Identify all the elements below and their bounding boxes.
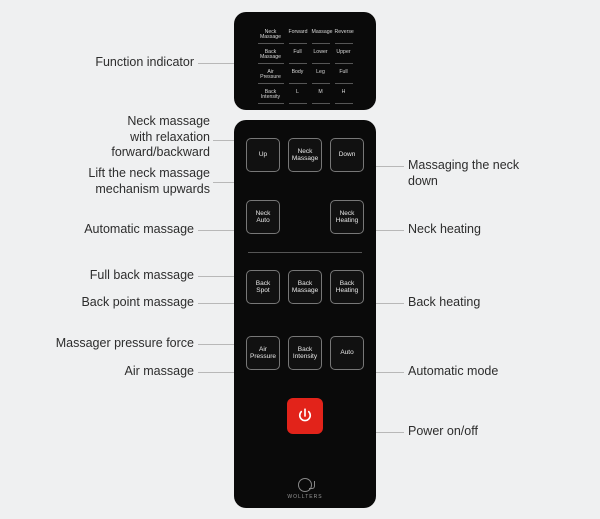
power-row [234,398,376,434]
label-pressure-force: Massager pressure force [14,336,194,352]
label-full-back: Full back massage [54,268,194,284]
label-neck-relax: Neck massage with relaxation forward/bac… [70,114,210,161]
ind-cell: Forward [289,30,307,44]
label-massage-neck-down: Massaging the neck down [408,158,578,189]
label-auto-mode: Automatic mode [408,364,568,380]
ind-cell: Massage [312,30,330,44]
ind-cell: H [335,90,353,104]
label-function-indicator: Function indicator [54,55,194,71]
down-button[interactable]: Down [330,138,364,172]
ind-cell: Air Pressure [258,70,284,84]
neck-auto-button[interactable]: Neck Auto [246,200,280,234]
ind-cell: Full [289,50,307,64]
back-intensity-button[interactable]: Back Intensity [288,336,322,370]
ind-cell: Reverse [335,30,353,44]
ind-cell: Back Intensity [258,90,284,104]
button-row-1: Up Neck Massage Down [234,138,376,172]
power-button[interactable] [287,398,323,434]
brand-logo: WOLLTERS [234,478,376,500]
neck-heating-button[interactable]: Neck Heating [330,200,364,234]
divider [248,252,362,253]
indicator-grid: Neck Massage Forward Massage Reverse Bac… [258,30,352,104]
ind-cell: Full [335,70,353,84]
ind-cell: L [289,90,307,104]
main-panel: Up Neck Massage Down Neck Auto Neck Heat… [234,120,376,508]
ind-cell: Upper [335,50,353,64]
ind-cell: Back Massage [258,50,284,64]
ind-cell: Body [289,70,307,84]
label-back-point: Back point massage [44,295,194,311]
ind-cell: M [312,90,330,104]
power-icon [296,407,314,425]
spacer [288,200,322,234]
auto-button[interactable]: Auto [330,336,364,370]
back-spot-button[interactable]: Back Spot [246,270,280,304]
label-air-massage: Air massage [54,364,194,380]
ind-cell: Leg [312,70,330,84]
label-lift-up: Lift the neck massage mechanism upwards [38,166,210,197]
label-power: Power on/off [408,424,568,440]
remote: Neck Massage Forward Massage Reverse Bac… [234,12,376,508]
logo-text: WOLLTERS [287,494,322,500]
label-auto-massage: Automatic massage [54,222,194,238]
up-button[interactable]: Up [246,138,280,172]
button-row-4: Air Pressure Back Intensity Auto [234,336,376,370]
back-heating-button[interactable]: Back Heating [330,270,364,304]
button-row-3: Back Spot Back Massage Back Heating [234,270,376,304]
neck-massage-button[interactable]: Neck Massage [288,138,322,172]
ind-cell: Neck Massage [258,30,284,44]
logo-icon [298,478,312,492]
indicator-panel: Neck Massage Forward Massage Reverse Bac… [234,12,376,110]
ind-cell: Lower [312,50,330,64]
air-pressure-button[interactable]: Air Pressure [246,336,280,370]
back-massage-button[interactable]: Back Massage [288,270,322,304]
label-neck-heating: Neck heating [408,222,568,238]
label-back-heating: Back heating [408,295,568,311]
button-row-2: Neck Auto Neck Heating [234,200,376,234]
